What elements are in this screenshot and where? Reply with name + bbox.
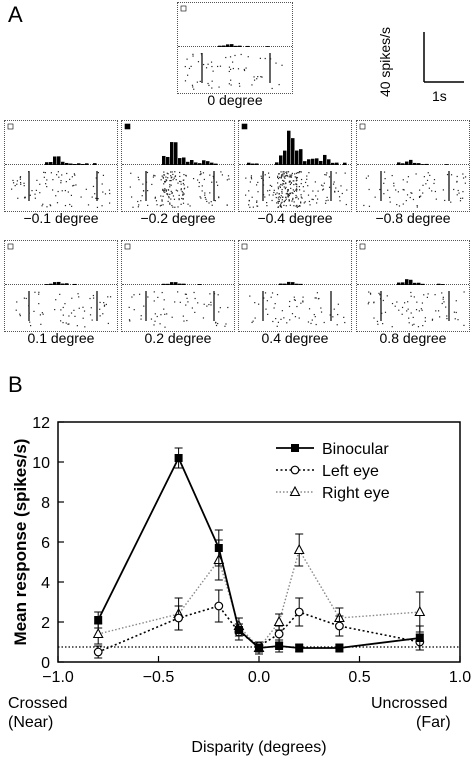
data-point-right-eye <box>414 605 426 617</box>
x-tick-label: −1.0 <box>42 669 74 686</box>
data-point-right-eye <box>92 627 104 639</box>
data-point-binocular <box>295 644 304 652</box>
raster-panel-row1-3 <box>238 120 352 212</box>
raster-panel-0 <box>177 2 293 94</box>
x-end-label-right: (Far) <box>416 714 451 731</box>
y-tick-label: 8 <box>41 495 50 512</box>
condition-label: 0.8 degree <box>379 330 447 346</box>
x-end-label-left: (Near) <box>8 714 53 731</box>
condition-label: 0.4 degree <box>261 330 329 346</box>
raster-panel-row2-3 <box>238 240 352 332</box>
condition-label: −0.8 degree <box>375 210 451 226</box>
raster-panel-row1-4 <box>356 120 470 212</box>
legend-marker-binocular <box>291 444 299 452</box>
data-point-right-eye <box>273 615 285 627</box>
data-point-left-eye <box>274 629 284 639</box>
legend-marker-left-eye <box>290 465 300 475</box>
x-end-label-left: Crossed <box>8 695 68 712</box>
data-point-binocular <box>174 454 183 462</box>
data-point-right-eye <box>293 543 305 555</box>
x-end-label-right: Uncrossed <box>371 695 447 712</box>
plot-frame <box>57 421 461 663</box>
panel-b-label: B <box>8 372 23 397</box>
legend-label-left-eye: Left eye <box>322 463 379 480</box>
data-point-binocular <box>255 644 263 652</box>
legend-label-right-eye: Right eye <box>322 485 390 502</box>
data-point-binocular <box>335 644 344 652</box>
data-point-binocular <box>214 544 223 552</box>
condition-label: −0.1 degree <box>23 210 99 226</box>
condition-label-0: 0 degree <box>207 92 263 108</box>
data-point-left-eye <box>335 621 344 631</box>
raster-panel-row1-1 <box>4 120 118 212</box>
x-axis-label: Disparity (degrees) <box>191 739 326 756</box>
raster-panel-row1-2 <box>121 120 235 212</box>
data-point-binocular <box>94 616 103 624</box>
y-tick-label: 12 <box>32 415 50 432</box>
scale-bar-x-label: 1s <box>432 88 447 104</box>
disparity-tuning-chart: 0 2 4 6 8 10 12 −1.0 −0.5 0.0 0.5 1.0 Crossed (Near) U… <box>8 415 471 756</box>
condition-label: −0.2 degree <box>140 210 216 226</box>
x-tick-label: 0.5 <box>348 669 370 686</box>
raster-panel-row2-1 <box>4 240 118 332</box>
y-tick-label: 2 <box>41 615 50 632</box>
data-point-left-eye <box>294 607 304 617</box>
condition-label: 0.1 degree <box>27 330 95 346</box>
data-point-binocular <box>415 634 424 642</box>
panel-a-label: A <box>8 2 23 27</box>
x-tick-label: 0.0 <box>248 669 270 686</box>
condition-label: 0.2 degree <box>144 330 212 346</box>
y-axis-label: Mean response (spikes/s) <box>11 439 30 646</box>
x-tick-label: −0.5 <box>143 669 175 686</box>
data-point-left-eye <box>214 601 224 611</box>
series-line-right-eye <box>98 548 420 650</box>
x-tick-label: 1.0 <box>449 669 471 686</box>
y-tick-label: 0 <box>41 655 50 672</box>
raster-panel-row2-4 <box>356 240 470 332</box>
data-point-binocular <box>275 642 284 650</box>
raster-panel-row2-2 <box>121 240 235 332</box>
data-point-left-eye <box>93 647 103 657</box>
data-point-binocular <box>234 626 243 634</box>
data-point-left-eye <box>174 613 184 623</box>
y-tick-label: 6 <box>41 535 50 552</box>
y-tick-label: 4 <box>41 575 50 592</box>
condition-label: −0.4 degree <box>257 210 333 226</box>
legend-label-binocular: Binocular <box>322 441 389 458</box>
legend-marker-right-eye <box>289 485 301 497</box>
y-tick-label: 10 <box>32 455 50 472</box>
scale-bar <box>423 32 464 83</box>
scale-bar-y-label: 40 spikes/s <box>377 26 393 98</box>
